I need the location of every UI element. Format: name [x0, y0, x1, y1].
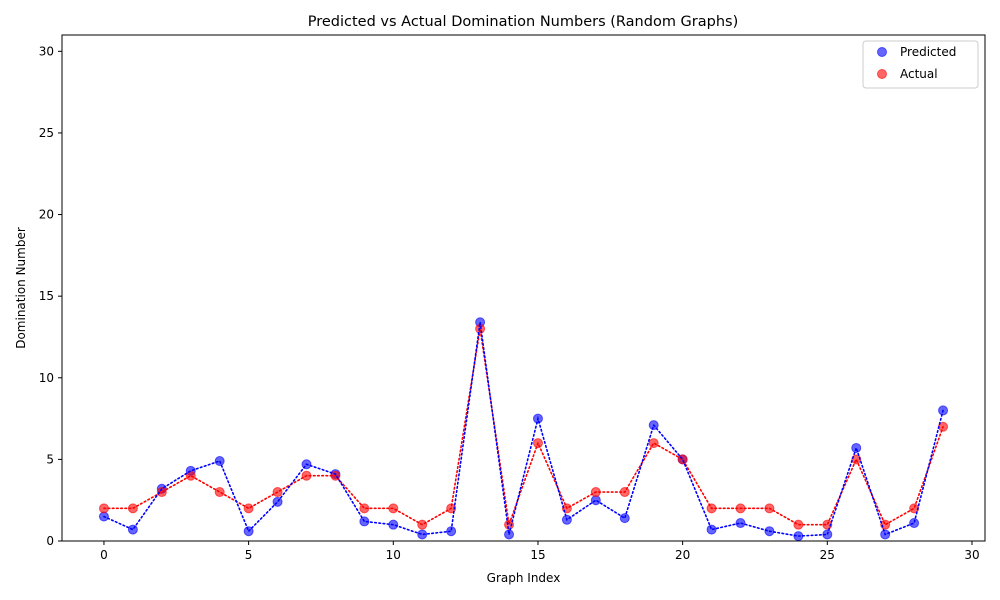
y-tick-label-1: 5 — [46, 452, 54, 466]
axis-ticks: 0 5 10 15 20 25 30 0 5 10 15 20 25 30 — [39, 44, 980, 562]
x-tick-label-4: 20 — [675, 548, 690, 562]
legend-marker-actual — [877, 69, 887, 79]
predicted-point-21 — [706, 524, 717, 535]
x-axis-label: Graph Index — [487, 571, 561, 585]
y-tick-label-5: 25 — [39, 126, 54, 140]
x-tick-label-5: 25 — [820, 548, 835, 562]
plot-frame — [61, 34, 986, 542]
legend-label-actual: Actual — [900, 67, 938, 81]
x-tick-label-3: 15 — [530, 548, 545, 562]
chart-title: Predicted vs Actual Domination Numbers (… — [308, 14, 739, 30]
actual-point-3 — [185, 470, 196, 481]
predicted-line — [103, 322, 944, 537]
legend: Predicted Actual — [862, 40, 979, 89]
actual-line — [103, 328, 944, 526]
predicted-point-11 — [417, 529, 428, 540]
actual-point-25 — [822, 519, 833, 530]
x-tick-label-6: 30 — [964, 548, 979, 562]
legend-box — [862, 40, 979, 89]
predicted-point-6 — [272, 496, 283, 507]
actual-point-4 — [214, 487, 225, 498]
legend-marker-predicted — [877, 47, 887, 57]
y-tick-label-0: 0 — [46, 534, 54, 548]
predicted-point-17 — [590, 495, 601, 506]
legend-label-predicted: Predicted — [900, 45, 956, 59]
y-tick-label-6: 30 — [39, 44, 54, 58]
y-tick-label-4: 20 — [39, 208, 54, 222]
y-axis-label: Domination Number — [14, 227, 28, 349]
x-tick-label-0: 0 — [100, 548, 108, 562]
actual-point-2 — [156, 487, 167, 498]
predicted-point-18 — [619, 513, 630, 524]
predicted-point-12 — [446, 526, 457, 537]
x-tick-label-1: 5 — [245, 548, 253, 562]
x-tick-label-2: 10 — [386, 548, 401, 562]
actual-point-20 — [677, 454, 688, 465]
y-tick-label-2: 10 — [39, 371, 54, 385]
plot-area — [98, 317, 949, 542]
actual-point-19 — [648, 438, 659, 449]
y-tick-label-3: 15 — [39, 289, 54, 303]
predicted-point-28 — [909, 518, 920, 529]
predicted-point-22 — [735, 518, 746, 529]
